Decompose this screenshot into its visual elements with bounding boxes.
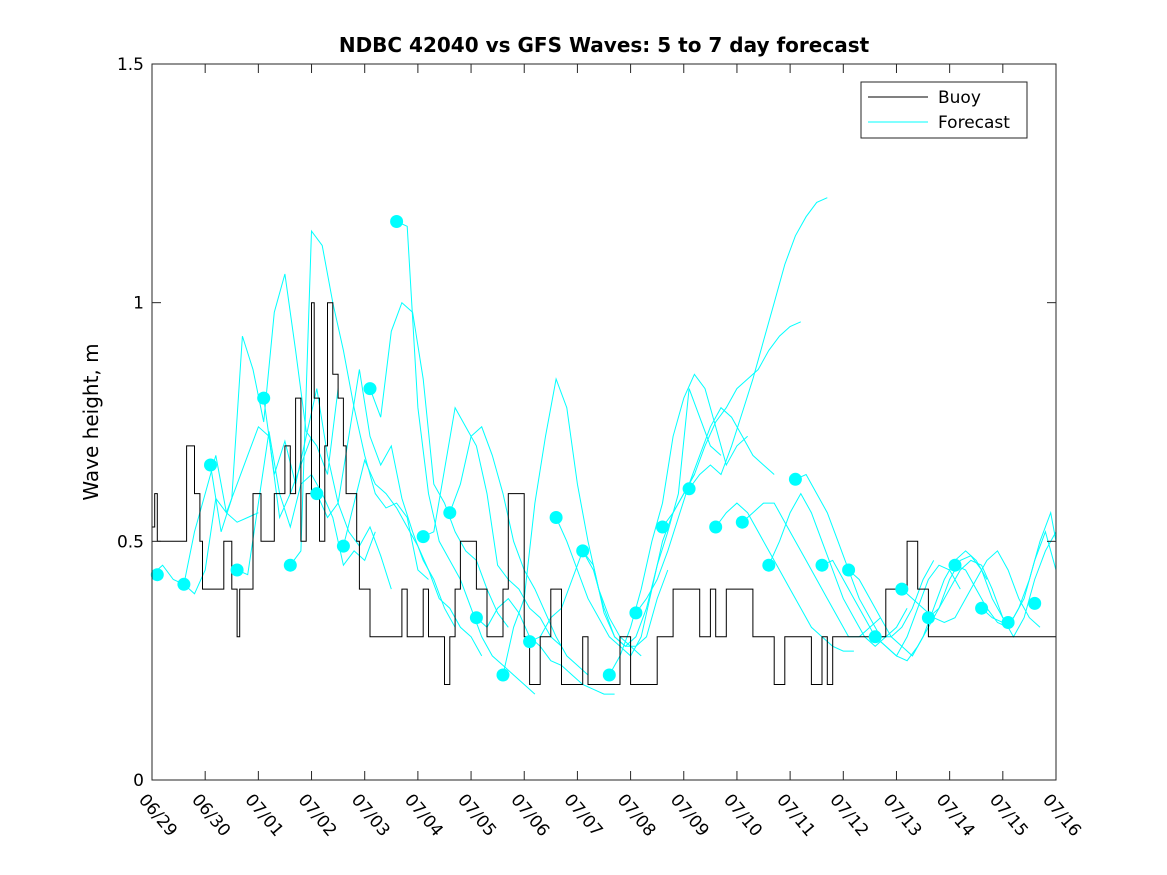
x-tick-label: 07/01 [241, 790, 288, 840]
forecast-line [422, 406, 562, 647]
y-tick-label: 1 [133, 294, 144, 314]
forecast-line [449, 425, 589, 676]
forecast-line [715, 502, 854, 652]
forecast-marker [204, 458, 217, 472]
x-tick-label: 07/05 [453, 790, 500, 840]
forecast-marker [1001, 616, 1015, 629]
forecast-marker [363, 382, 377, 396]
forecast-line [396, 221, 536, 695]
x-tick-label: 07/08 [613, 790, 660, 840]
forecast-marker [469, 611, 483, 625]
forecast-line [662, 321, 802, 528]
y-axis-label: Wave height, m [79, 343, 103, 500]
x-tick-label: 07/13 [879, 790, 926, 840]
buoy-line [152, 302, 1056, 685]
forecast-marker [975, 601, 989, 615]
forecast-marker [310, 487, 324, 501]
forecast-marker [762, 558, 776, 572]
forecast-line [608, 373, 748, 676]
forecast-line [152, 455, 259, 586]
forecast-marker [496, 668, 510, 682]
series-layer [152, 197, 1056, 695]
x-tick-label: 07/14 [932, 790, 979, 840]
forecast-line [768, 492, 908, 647]
legend-box [860, 81, 1028, 139]
forecast-line [741, 502, 881, 638]
forecast-marker [602, 668, 616, 682]
forecast-line [342, 458, 483, 657]
x-tick-label: 07/16 [1038, 790, 1085, 840]
forecast-marker [523, 635, 537, 649]
chart-title: NDBC 42040 vs GFS Waves: 5 to 7 day fore… [339, 33, 870, 57]
x-tick-label: 07/03 [347, 790, 394, 840]
forecast-marker [629, 606, 643, 620]
forecast-marker [576, 544, 590, 558]
x-tick-label: 07/04 [400, 790, 447, 840]
y-tick-label: 0 [133, 771, 144, 791]
y-tick-label: 0.5 [117, 532, 144, 552]
forecast-line [476, 597, 615, 695]
forecast-line [369, 301, 509, 628]
forecast-line [263, 388, 392, 590]
forecast-marker [336, 539, 350, 553]
forecast-marker [788, 472, 802, 486]
x-tick-label: 07/15 [985, 790, 1032, 840]
forecast-marker [656, 520, 669, 534]
forecast-line [210, 273, 339, 532]
forecast-line [316, 369, 456, 628]
legend-buoy-label: Buoy [938, 88, 981, 108]
x-tick-label: 07/12 [825, 790, 872, 840]
y-tick-label: 1.5 [117, 55, 144, 75]
x-tick-label: 07/07 [560, 790, 607, 840]
x-tick-label: 06/30 [187, 790, 234, 840]
forecast-marker [549, 511, 563, 524]
forecast-marker [735, 515, 749, 529]
forecast-line [502, 377, 642, 676]
forecast-line [635, 406, 775, 614]
forecast-line [582, 388, 722, 647]
forecast-marker [416, 530, 430, 544]
forecast-marker [895, 582, 909, 596]
plot-frame [151, 63, 1057, 781]
x-tick-label: 07/11 [772, 790, 819, 840]
x-tick-label: 07/09 [666, 790, 713, 840]
x-tick-label: 07/10 [719, 790, 766, 840]
forecast-marker [1028, 596, 1042, 610]
forecast-line [901, 550, 1041, 628]
legend: Buoy Forecast [860, 81, 1028, 139]
forecast-marker [709, 520, 723, 534]
marker-layer [150, 215, 1042, 682]
forecast-line [981, 530, 1056, 624]
forecast-marker [283, 558, 297, 572]
x-axis: 06/29 06/30 07/01 07/02 07/03 07/04 07/05 07/06… [134, 64, 1085, 841]
legend-forecast-label: Forecast [938, 113, 1010, 133]
forecast-line [928, 531, 1056, 638]
x-tick-label: 06/29 [134, 790, 181, 840]
x-tick-label: 07/06 [506, 790, 553, 840]
forecast-marker [815, 558, 829, 572]
forecast-marker [177, 577, 191, 591]
forecast-marker [682, 482, 696, 496]
forecast-marker [842, 563, 856, 577]
forecast-line [555, 474, 695, 657]
forecast-marker [390, 215, 404, 228]
forecast-marker [150, 568, 164, 582]
forecast-line [795, 473, 935, 638]
forecast-marker [948, 558, 962, 572]
forecast-line [688, 197, 828, 490]
forecast-marker [868, 630, 882, 644]
forecast-line [874, 555, 1014, 662]
forecast-marker [443, 506, 457, 520]
forecast-marker [230, 563, 244, 577]
y-axis: 0 0.5 1 1.5 [117, 55, 1056, 791]
forecast-marker [921, 611, 935, 625]
forecast-marker [257, 391, 271, 405]
forecast-line [289, 229, 429, 580]
forecast-line [954, 510, 1056, 628]
forecast-line [236, 431, 376, 576]
x-tick-label: 07/02 [294, 790, 341, 840]
